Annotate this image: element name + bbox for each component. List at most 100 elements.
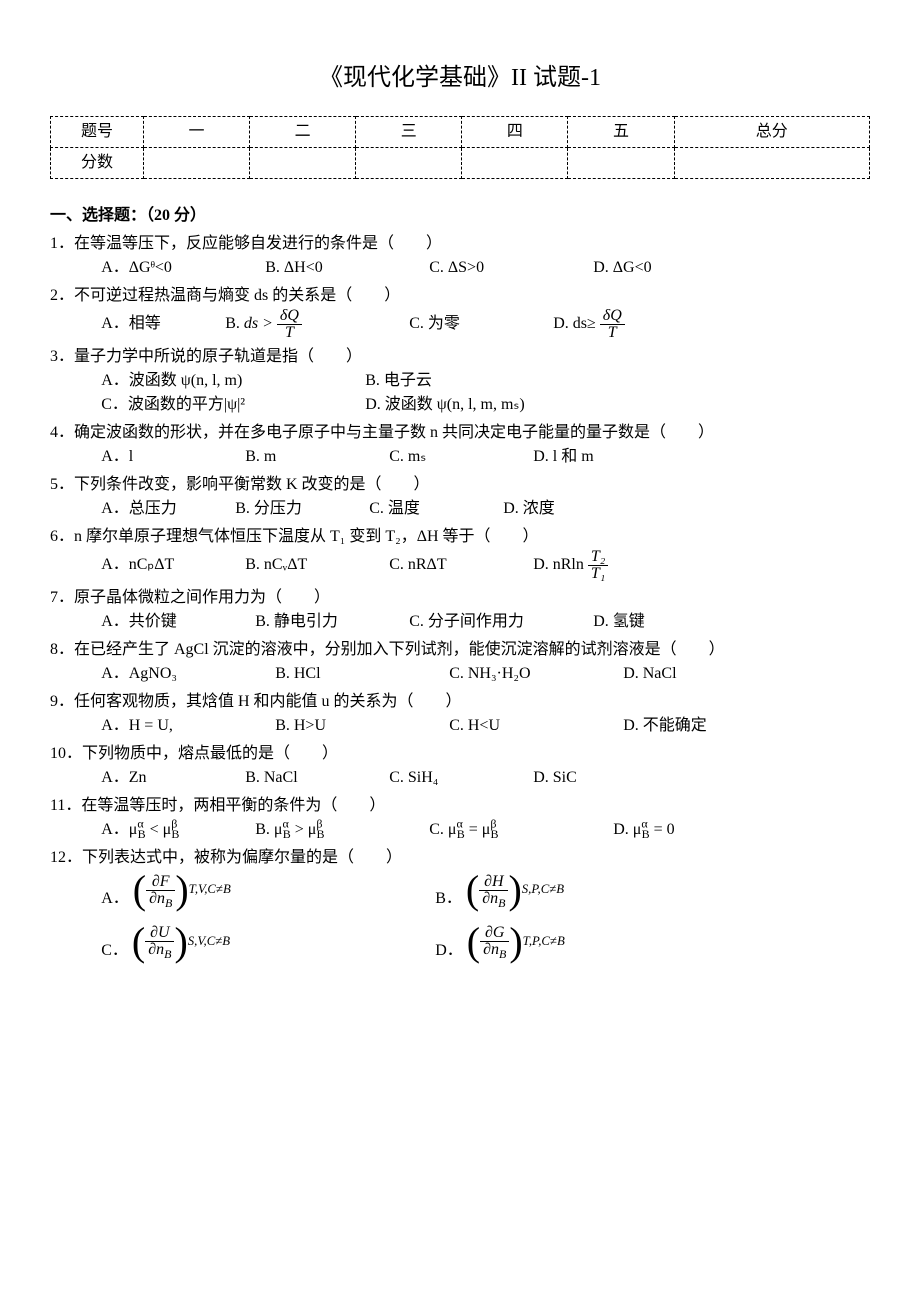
opt-d: D. 氢键 xyxy=(593,610,645,634)
question-1: 1．在等温等压下，反应能够自发进行的条件是（ ） A．ΔGᶿ<0 B. ΔH<0… xyxy=(50,232,870,280)
rparen-icon: ) xyxy=(509,922,522,962)
numerator: δQ xyxy=(600,308,625,325)
table-row: 分数 xyxy=(51,148,870,179)
cell: 四 xyxy=(462,117,568,148)
partial-expr: ( ∂G∂nB ) T,P,C≠B xyxy=(467,922,565,962)
denominator: ∂nB xyxy=(480,942,509,958)
opt-a: A．相等 xyxy=(101,312,221,336)
opt-c: C．波函数的平方|ψ|² xyxy=(101,393,361,417)
stem: 11．在等温等压时，两相平衡的条件为（ ） xyxy=(50,794,870,818)
options: A．相等 B. ds > δQ T C. 为零 D. ds≥ δQ T xyxy=(50,308,870,341)
expr: μαB = 0 xyxy=(633,821,675,838)
expr: μαB = μβB xyxy=(448,821,499,838)
label: B． xyxy=(435,890,462,907)
stem: 12．下列表达式中，被称为偏摩尔量的是（ ） xyxy=(50,846,870,870)
options: A．波函数 ψ(n, l, m) B. 电子云 C．波函数的平方|ψ|² D. … xyxy=(50,369,870,417)
opt-c: C. 分子间作用力 xyxy=(409,610,589,634)
opt-d: D. nRln T₂ T₁ xyxy=(533,549,608,582)
numerator: ∂H xyxy=(479,874,508,891)
question-3: 3．量子力学中所说的原子轨道是指（ ） A．波函数 ψ(n, l, m) B. … xyxy=(50,345,870,417)
cell xyxy=(462,148,568,179)
cell: 总分 xyxy=(674,117,869,148)
question-2: 2．不可逆过程热温商与熵变 ds 的关系是（ ） A．相等 B. ds > δQ… xyxy=(50,284,870,341)
label: D. ds≥ xyxy=(553,315,600,332)
stem: 9．任何客观物质，其焓值 H 和内能值 u 的关系为（ ） xyxy=(50,690,870,714)
opt-c: C. 为零 xyxy=(409,312,549,336)
opt-c: C. ΔS>0 xyxy=(429,256,589,280)
opt-d: D. 波函数 ψ(n, l, m, mₛ) xyxy=(365,393,525,417)
denominator: ∂nB xyxy=(145,942,174,958)
label: C． xyxy=(101,942,128,959)
cell: 五 xyxy=(568,117,674,148)
stem: 2．不可逆过程热温商与熵变 ds 的关系是（ ） xyxy=(50,284,870,308)
question-4: 4．确定波函数的形状，并在多电子原子中与主量子数 n 共同决定电子能量的量子数是… xyxy=(50,421,870,469)
options: A．μαB < μβB B. μαB > μβB C. μαB = μβB D.… xyxy=(50,818,870,842)
label: D． xyxy=(435,942,463,959)
label: A． xyxy=(101,821,129,838)
rparen-icon: ) xyxy=(175,870,188,910)
cell: 一 xyxy=(144,117,250,148)
opt-a: A．nCₚΔT xyxy=(101,553,241,577)
numerator: ∂F xyxy=(146,874,175,891)
label: B. xyxy=(225,315,244,332)
stem: 5．下列条件改变，影响平衡常数 K 改变的是（ ） xyxy=(50,473,870,497)
section-heading: 一、选择题：（20 分） xyxy=(50,204,870,228)
page-title: 《现代化学基础》II 试题-1 xyxy=(50,60,870,96)
numerator: T₂ xyxy=(588,549,608,566)
denominator: T₁ xyxy=(588,566,608,582)
stem: 10．下列物质中，熔点最低的是（ ） xyxy=(50,742,870,766)
subscript: T,P,C≠B xyxy=(523,924,565,962)
opt-a: A．μαB < μβB xyxy=(101,818,251,842)
opt-a: A．Zn xyxy=(101,766,241,790)
question-6: 6．n 摩尔单原子理想气体恒压下温度从 T₁ 变到 T₂，ΔH 等于（ ） A．… xyxy=(50,525,870,582)
options: A．ΔGᶿ<0 B. ΔH<0 C. ΔS>0 D. ΔG<0 xyxy=(50,256,870,280)
question-5: 5．下列条件改变，影响平衡常数 K 改变的是（ ） A．总压力 B. 分压力 C… xyxy=(50,473,870,521)
question-12: 12．下列表达式中，被称为偏摩尔量的是（ ） A． ( ∂F∂nB ) T,V,… xyxy=(50,846,870,974)
stem: 4．确定波函数的形状，并在多电子原子中与主量子数 n 共同决定电子能量的量子数是… xyxy=(50,421,870,445)
table-row: 题号 一 二 三 四 五 总分 xyxy=(51,117,870,148)
partial-expr: ( ∂H∂nB ) S,P,C≠B xyxy=(466,870,564,910)
label: ds > xyxy=(244,315,277,332)
denominator: ∂nB xyxy=(479,891,508,907)
stem: 6．n 摩尔单原子理想气体恒压下温度从 T₁ 变到 T₂，ΔH 等于（ ） xyxy=(50,525,870,549)
rparen-icon: ) xyxy=(508,870,521,910)
cell: 三 xyxy=(356,117,462,148)
opt-b: B. 分压力 xyxy=(235,497,365,521)
fraction: δQ T xyxy=(600,308,625,341)
subscript: T,V,C≠B xyxy=(189,872,231,910)
options: A．AgNO₃ B. HCl C. NH₃·H₂O D. NaCl xyxy=(50,662,870,686)
numerator: ∂G xyxy=(480,925,509,942)
opt-a: A．总压力 xyxy=(101,497,231,521)
cell xyxy=(568,148,674,179)
opt-b: B. nCᵥΔT xyxy=(245,553,385,577)
cell: 分数 xyxy=(51,148,144,179)
opt-b: B. NaCl xyxy=(245,766,385,790)
opt-d: D. SiC xyxy=(533,766,577,790)
rparen-icon: ) xyxy=(174,922,187,962)
opt-d: D. l 和 m xyxy=(533,445,593,469)
cell: 题号 xyxy=(51,117,144,148)
opt-c: C. mₛ xyxy=(389,445,529,469)
lparen-icon: ( xyxy=(133,870,146,910)
opt-c: C. 温度 xyxy=(369,497,499,521)
opt-d: D. μαB = 0 xyxy=(613,818,674,842)
opt-d: D. NaCl xyxy=(623,662,676,686)
label: D. xyxy=(613,821,633,838)
opt-b: B. ds > δQ T xyxy=(225,308,405,341)
stem: 8．在已经产生了 AgCl 沉淀的溶液中，分别加入下列试剂，能使沉淀溶解的试剂溶… xyxy=(50,638,870,662)
opt-c: C. H<U xyxy=(449,714,619,738)
opt-d: D． ( ∂G∂nB ) T,P,C≠B xyxy=(435,922,565,974)
label: A． xyxy=(101,890,129,907)
denominator: ∂nB xyxy=(146,891,175,907)
opt-c: C. SiH₄ xyxy=(389,766,529,790)
stem: 3．量子力学中所说的原子轨道是指（ ） xyxy=(50,345,870,369)
subscript: S,V,C≠B xyxy=(188,924,230,962)
cell: 二 xyxy=(250,117,356,148)
question-11: 11．在等温等压时，两相平衡的条件为（ ） A．μαB < μβB B. μαB… xyxy=(50,794,870,842)
subscript: S,P,C≠B xyxy=(522,872,564,910)
denominator: T xyxy=(600,325,625,341)
label: B. xyxy=(255,821,274,838)
opt-a: A．AgNO₃ xyxy=(101,662,271,686)
options: A．共价键 B. 静电引力 C. 分子间作用力 D. 氢键 xyxy=(50,610,870,634)
question-10: 10．下列物质中，熔点最低的是（ ） A．Zn B. NaCl C. SiH₄ … xyxy=(50,742,870,790)
